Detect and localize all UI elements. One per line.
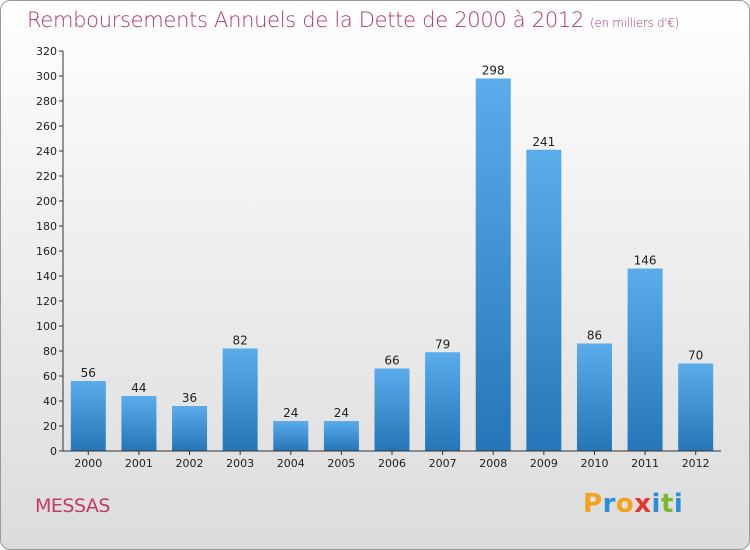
y-tick-label: 100 — [36, 320, 57, 333]
proxiti-logo: Proxiti — [583, 489, 683, 519]
y-tick-label: 300 — [36, 70, 57, 83]
x-tick-label: 2003 — [226, 457, 254, 470]
chart-unit: (en milliers d'€) — [590, 16, 680, 30]
x-tick-label: 2000 — [74, 457, 102, 470]
bar-value-label: 241 — [532, 135, 555, 149]
y-tick-label: 20 — [43, 420, 57, 433]
y-tick-label: 240 — [36, 145, 57, 158]
y-tick-label: 140 — [36, 270, 57, 283]
bar-2005 — [323, 421, 359, 451]
x-axis: 2000 2001 2002 2003 2004 2005 2006 2007 2008 2009… — [63, 450, 721, 470]
y-tick-label: 260 — [36, 120, 57, 133]
x-tick-label: 2008 — [479, 457, 507, 470]
bar-2001 — [121, 396, 157, 451]
x-tick-label: 2010 — [580, 457, 608, 470]
x-tick-label: 2001 — [125, 457, 153, 470]
x-tick-label: 2004 — [277, 457, 305, 470]
logo-letter: o — [615, 489, 635, 519]
bar-2002 — [172, 406, 208, 451]
x-tick-label: 2005 — [327, 457, 355, 470]
x-tick-label: 2009 — [530, 457, 558, 470]
bar-2003 — [222, 348, 258, 451]
bar-value-label: 56 — [81, 366, 96, 380]
bar-2006 — [374, 368, 410, 451]
bar-value-label: 24 — [334, 406, 349, 420]
x-tick-label: 2012 — [682, 457, 710, 470]
x-tick-label: 2006 — [378, 457, 406, 470]
y-tick-label: 60 — [43, 370, 57, 383]
y-tick-label: 320 — [36, 45, 57, 58]
x-tick-label: 2007 — [429, 457, 457, 470]
bar-2009 — [526, 149, 562, 451]
bar-2000 — [70, 381, 106, 451]
y-tick-label: 40 — [43, 395, 57, 408]
logo-letter: t — [660, 489, 674, 519]
bar-2010 — [576, 343, 612, 451]
bars: 56 44 36 82 24 24 66 79 298 241 86 146 70 — [70, 64, 714, 451]
bar-value-label: 82 — [233, 334, 248, 348]
bar-value-label: 70 — [688, 349, 703, 363]
bar-value-label: 146 — [634, 254, 657, 268]
y-tick-label: 200 — [36, 195, 57, 208]
y-tick-label: 180 — [36, 220, 57, 233]
bar-2011 — [627, 268, 663, 451]
bar-2008 — [475, 78, 511, 451]
chart-title: Remboursements Annuels de la Dette de 20… — [27, 8, 679, 32]
bar-value-label: 86 — [587, 329, 602, 343]
bar-2007 — [425, 352, 461, 451]
x-tick-label: 2002 — [176, 457, 204, 470]
bar-value-label: 298 — [482, 64, 505, 78]
y-tick-label: 280 — [36, 95, 57, 108]
bar-value-label: 36 — [182, 391, 197, 405]
logo-letter: i — [673, 489, 684, 519]
bar-value-label: 24 — [283, 406, 298, 420]
bar-value-label: 79 — [435, 337, 450, 351]
y-tick-label: 220 — [36, 170, 57, 183]
y-tick-label: 80 — [43, 345, 57, 358]
commune-name: MESSAS — [35, 495, 110, 517]
y-tick-label: 0 — [50, 445, 57, 458]
bar-value-label: 44 — [131, 381, 146, 395]
bar-value-label: 66 — [384, 354, 399, 368]
x-tick-label: 2011 — [631, 457, 659, 470]
y-axis: 0 20 40 60 80 100 120 140 160 180 200 220 240 260 280 3… — [36, 45, 64, 458]
logo-letter: x — [634, 489, 652, 519]
logo-letter: P — [583, 489, 603, 519]
y-tick-label: 160 — [36, 245, 57, 258]
y-tick-label: 120 — [36, 295, 57, 308]
chart-title-text: Remboursements Annuels de la Dette de 20… — [27, 8, 584, 32]
bar-2004 — [273, 421, 309, 451]
logo-letter: r — [602, 489, 616, 519]
logo-letter: i — [651, 489, 661, 519]
bar-2012 — [678, 363, 714, 451]
